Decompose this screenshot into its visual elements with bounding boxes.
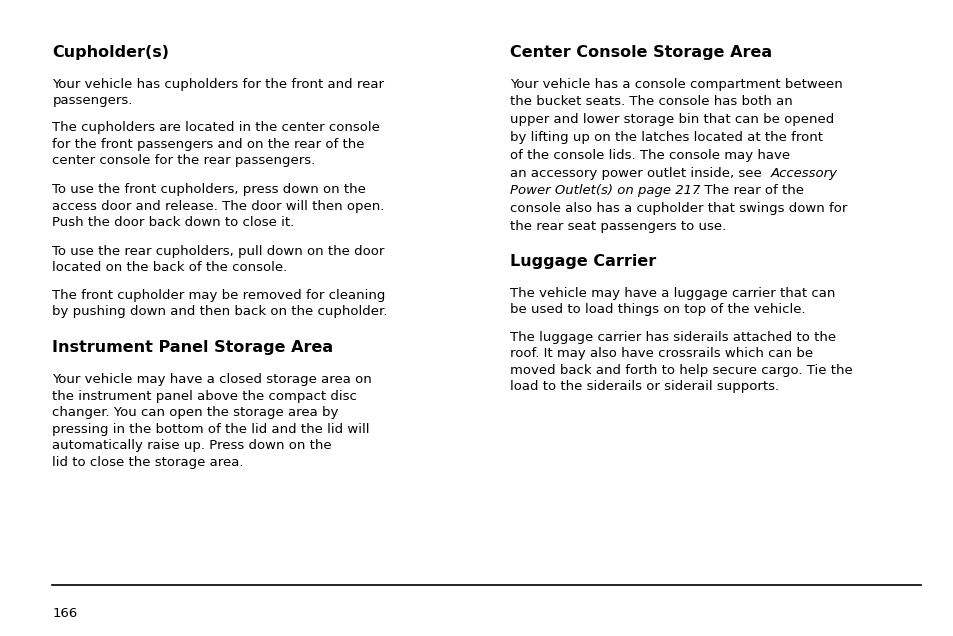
Text: console also has a cupholder that swings down for: console also has a cupholder that swings… [510, 202, 847, 215]
Text: an accessory power outlet inside, see: an accessory power outlet inside, see [510, 167, 765, 179]
Text: . The rear of the: . The rear of the [695, 184, 802, 197]
Text: The front cupholder may be removed for cleaning
by pushing down and then back on: The front cupholder may be removed for c… [52, 289, 388, 318]
Text: The vehicle may have a luggage carrier that can
be used to load things on top of: The vehicle may have a luggage carrier t… [510, 287, 835, 316]
Text: Luggage Carrier: Luggage Carrier [510, 254, 656, 269]
Text: Cupholder(s): Cupholder(s) [52, 45, 170, 60]
Text: of the console lids. The console may have: of the console lids. The console may hav… [510, 149, 790, 162]
Text: Accessory: Accessory [770, 167, 838, 179]
Text: Instrument Panel Storage Area: Instrument Panel Storage Area [52, 340, 334, 356]
Text: Your vehicle has a console compartment between: Your vehicle has a console compartment b… [510, 78, 842, 90]
Text: 166: 166 [52, 607, 77, 620]
Text: To use the front cupholders, press down on the
access door and release. The door: To use the front cupholders, press down … [52, 183, 384, 229]
Text: the rear seat passengers to use.: the rear seat passengers to use. [510, 220, 726, 233]
Text: Your vehicle may have a closed storage area on
the instrument panel above the co: Your vehicle may have a closed storage a… [52, 373, 372, 469]
Text: Center Console Storage Area: Center Console Storage Area [510, 45, 772, 60]
Text: The luggage carrier has siderails attached to the
roof. It may also have crossra: The luggage carrier has siderails attach… [510, 331, 852, 393]
Text: the bucket seats. The console has both an: the bucket seats. The console has both a… [510, 95, 792, 108]
Text: by lifting up on the latches located at the front: by lifting up on the latches located at … [510, 131, 822, 144]
Text: The cupholders are located in the center console
for the front passengers and on: The cupholders are located in the center… [52, 121, 380, 167]
Text: Your vehicle has cupholders for the front and rear
passengers.: Your vehicle has cupholders for the fron… [52, 78, 384, 107]
Text: To use the rear cupholders, pull down on the door
located on the back of the con: To use the rear cupholders, pull down on… [52, 245, 384, 274]
Text: upper and lower storage bin that can be opened: upper and lower storage bin that can be … [510, 113, 834, 126]
Text: Power Outlet(s) on page 217: Power Outlet(s) on page 217 [510, 184, 700, 197]
